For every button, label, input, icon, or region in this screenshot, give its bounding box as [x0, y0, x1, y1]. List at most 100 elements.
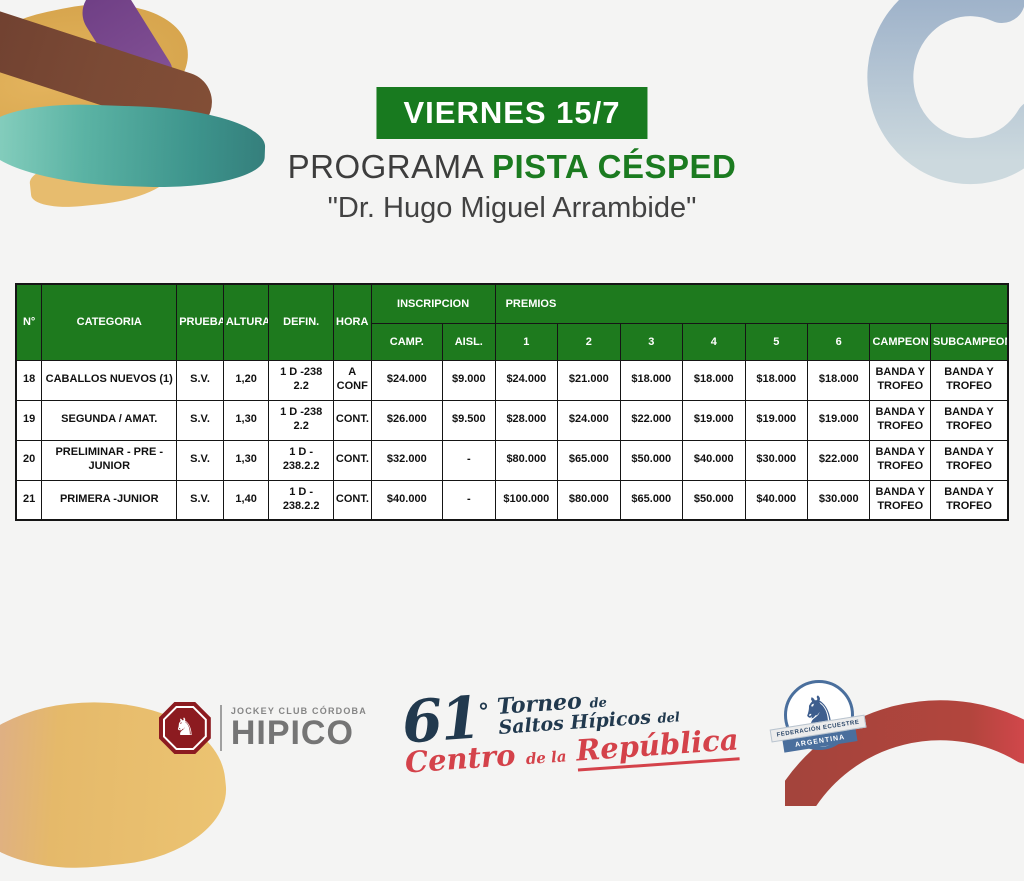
- col-header-premio-3: 3: [619, 322, 684, 361]
- tournament-word-small: de la: [525, 747, 568, 769]
- cell-subcampeon: BANDA Y TROFEO: [929, 479, 1009, 521]
- cell-hora: CONT.: [332, 399, 372, 441]
- cell-hora: CONT.: [332, 439, 372, 481]
- tournament-word: Centro: [403, 738, 517, 781]
- cell-premio-2: $65.000: [557, 439, 621, 481]
- page-title: PROGRAMA PISTA CÉSPED: [0, 147, 1024, 187]
- cell-premio-1: $100.000: [494, 479, 559, 521]
- col-header-defin: DEFIN.: [268, 283, 334, 361]
- cell-premio-1: $24.000: [494, 359, 559, 401]
- col-header-premio-1: 1: [494, 322, 559, 361]
- cell-premio-5: $40.000: [744, 479, 809, 521]
- cell-prueba: S.V.: [176, 439, 224, 481]
- cell-premio-3: $50.000: [619, 439, 684, 481]
- jockey-club-logo: ♞ JOCKEY CLUB CÓRDOBA HIPICO: [158, 702, 367, 754]
- cell-n: 21: [15, 479, 43, 521]
- col-header-premio-6: 6: [806, 322, 871, 361]
- col-header-n: N°: [15, 283, 43, 361]
- col-header-inscripcion: INSCRIPCION: [370, 283, 496, 324]
- badge-ring: ♞: [162, 706, 207, 750]
- col-header-premio-5: 5: [744, 322, 809, 361]
- table-row: 19 SEGUNDA / AMAT. S.V. 1,30 1 D -238 2.…: [15, 399, 1009, 441]
- cell-camp: $26.000: [370, 399, 444, 441]
- cell-n: 20: [15, 439, 43, 481]
- cell-categoria: PRIMERA -JUNIOR: [41, 479, 178, 521]
- cell-defin: 1 D -238 2.2: [268, 399, 334, 441]
- cell-premio-4: $50.000: [682, 479, 746, 521]
- badge-center: ♞: [164, 708, 205, 748]
- cell-categoria: SEGUNDA / AMAT.: [41, 399, 178, 441]
- col-header-categoria: CATEGORIA: [41, 283, 178, 361]
- cell-altura: 1,40: [222, 479, 270, 521]
- cell-premio-2: $80.000: [557, 479, 621, 521]
- cell-hora: A CONF: [332, 359, 372, 401]
- cell-premio-6: $30.000: [806, 479, 871, 521]
- cell-campeon: BANDA Y TROFEO: [869, 479, 931, 521]
- cell-campeon: BANDA Y TROFEO: [869, 359, 931, 401]
- cell-defin: 1 D -238 2.2: [268, 359, 334, 401]
- cell-premio-2: $21.000: [557, 359, 621, 401]
- cell-premio-3: $65.000: [619, 479, 684, 521]
- cell-categoria: CABALLOS NUEVOS (1): [41, 359, 178, 401]
- cell-altura: 1,30: [222, 399, 270, 441]
- cell-altura: 1,30: [222, 439, 270, 481]
- jockey-club-line: JOCKEY CLUB CÓRDOBA: [230, 706, 367, 716]
- watercolor-brown-stroke: [0, 4, 220, 138]
- col-header-premios: PREMIOS: [494, 283, 1009, 324]
- cell-premio-5: $30.000: [744, 439, 809, 481]
- cell-aisl: $9.500: [442, 399, 496, 441]
- cell-prueba: S.V.: [176, 479, 224, 521]
- col-header-subcampeon: SUBCAMPEON: [929, 322, 1009, 361]
- cell-n: 18: [15, 359, 43, 401]
- col-header-campeon: CAMPEON: [869, 322, 931, 361]
- cell-hora: CONT.: [332, 479, 372, 521]
- cell-premio-3: $18.000: [619, 359, 684, 401]
- cell-prueba: S.V.: [176, 359, 224, 401]
- cell-camp: $40.000: [370, 479, 444, 521]
- cell-n: 19: [15, 399, 43, 441]
- page-subtitle: "Dr. Hugo Miguel Arrambide": [327, 192, 697, 224]
- cell-categoria: PRELIMINAR - PRE - JUNIOR: [41, 439, 178, 481]
- program-table: N° CATEGORIA PRUEBA ALTURA DEFIN. HORA I…: [15, 283, 1009, 521]
- cell-aisl: -: [442, 439, 496, 481]
- col-header-prueba: PRUEBA: [176, 283, 224, 361]
- cell-premio-6: $19.000: [806, 399, 871, 441]
- cell-premio-1: $28.000: [494, 399, 559, 441]
- cell-aisl: $9.000: [442, 359, 496, 401]
- cell-premio-5: $19.000: [744, 399, 809, 441]
- footer-logos: ♞ JOCKEY CLUB CÓRDOBA HIPICO 61° Torneo …: [0, 668, 1024, 788]
- cell-subcampeon: BANDA Y TROFEO: [929, 359, 1009, 401]
- cell-premio-4: $19.000: [682, 399, 746, 441]
- cell-campeon: BANDA Y TROFEO: [869, 399, 931, 441]
- col-header-premio-4: 4: [682, 322, 746, 361]
- col-header-premio-2: 2: [557, 322, 621, 361]
- cell-premio-1: $80.000: [494, 439, 559, 481]
- date-banner: VIERNES 15/7: [376, 87, 648, 139]
- table-row: 21 PRIMERA -JUNIOR S.V. 1,40 1 D - 238.2…: [15, 479, 1009, 521]
- federation-logo: ♞ FEDERACIÓN ECUESTRE ARGENTINA: [769, 680, 867, 776]
- cell-prueba: S.V.: [176, 399, 224, 441]
- cell-subcampeon: BANDA Y TROFEO: [929, 399, 1009, 441]
- cell-premio-4: $40.000: [682, 439, 746, 481]
- watercolor-purple-stroke: [72, 0, 180, 105]
- title-highlight: PISTA CÉSPED: [491, 148, 737, 185]
- col-header-aisl: AISL.: [442, 322, 496, 361]
- watercolor-gold-blob: [0, 0, 201, 162]
- cell-campeon: BANDA Y TROFEO: [869, 439, 931, 481]
- cell-premio-4: $18.000: [682, 359, 746, 401]
- title-prefix: PROGRAMA: [287, 148, 483, 185]
- jockey-club-badge: ♞: [158, 702, 211, 754]
- logo-divider: [219, 705, 222, 751]
- cell-premio-5: $18.000: [744, 359, 809, 401]
- cell-premio-6: $22.000: [806, 439, 871, 481]
- cell-camp: $24.000: [370, 359, 444, 401]
- cell-premio-2: $24.000: [557, 399, 621, 441]
- col-header-hora: HORA: [332, 283, 372, 361]
- table-row: 20 PRELIMINAR - PRE - JUNIOR S.V. 1,30 1…: [15, 439, 1009, 481]
- tournament-logo: 61° Torneo de Saltos Hípicos del Centro …: [400, 676, 740, 781]
- cell-camp: $32.000: [370, 439, 444, 481]
- cell-defin: 1 D - 238.2.2: [268, 439, 334, 481]
- horse-head-icon: ♞: [174, 714, 196, 741]
- watercolor-gold-patch: [135, 76, 199, 120]
